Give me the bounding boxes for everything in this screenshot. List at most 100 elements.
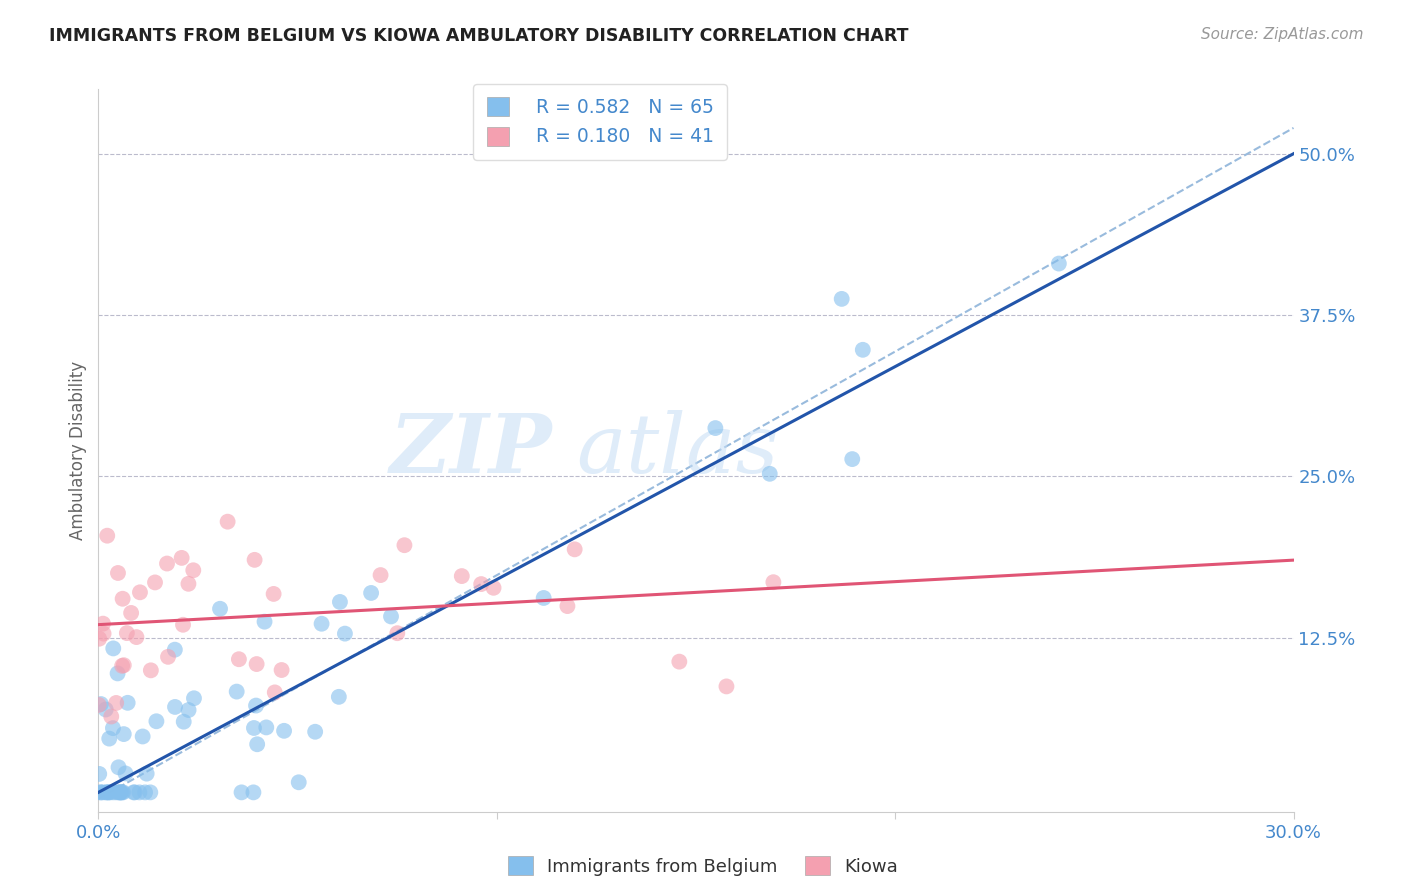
Point bbox=[125, 630, 148, 644]
Point bbox=[311, 616, 333, 631]
Text: IMMIGRANTS FROM BELGIUM VS KIOWA AMBULATORY DISABILITY CORRELATION CHART: IMMIGRANTS FROM BELGIUM VS KIOWA AMBULAT… bbox=[49, 27, 908, 45]
Point bbox=[242, 785, 264, 799]
Point bbox=[287, 775, 309, 789]
Legend:   R = 0.582   N = 65,   R = 0.180   N = 41: R = 0.582 N = 65, R = 0.180 N = 41 bbox=[474, 84, 727, 160]
Point bbox=[105, 785, 128, 799]
Point bbox=[156, 557, 179, 571]
Point bbox=[304, 724, 326, 739]
Point bbox=[217, 515, 239, 529]
Point bbox=[122, 785, 145, 799]
Point bbox=[450, 569, 472, 583]
Point bbox=[139, 663, 162, 677]
Point bbox=[90, 785, 112, 799]
Point bbox=[129, 585, 152, 599]
Point bbox=[758, 467, 780, 481]
Point bbox=[263, 685, 285, 699]
Point bbox=[254, 720, 277, 734]
Point bbox=[107, 760, 129, 774]
Point bbox=[115, 626, 138, 640]
Point bbox=[112, 658, 135, 673]
Point bbox=[245, 698, 267, 713]
Point bbox=[100, 709, 122, 723]
Point bbox=[103, 785, 125, 799]
Point bbox=[139, 785, 162, 799]
Point bbox=[101, 721, 124, 735]
Point bbox=[170, 550, 193, 565]
Point bbox=[111, 785, 134, 799]
Point bbox=[270, 663, 292, 677]
Point bbox=[110, 785, 132, 799]
Text: Source: ZipAtlas.com: Source: ZipAtlas.com bbox=[1201, 27, 1364, 42]
Point bbox=[328, 690, 350, 704]
Point bbox=[96, 785, 118, 799]
Point bbox=[177, 576, 200, 591]
Point bbox=[105, 696, 128, 710]
Point bbox=[831, 292, 853, 306]
Point bbox=[360, 586, 382, 600]
Point bbox=[852, 343, 875, 357]
Point bbox=[145, 714, 167, 729]
Text: ZIP: ZIP bbox=[389, 410, 553, 491]
Point bbox=[135, 766, 157, 780]
Point bbox=[87, 698, 110, 712]
Point bbox=[93, 626, 115, 640]
Point bbox=[111, 658, 134, 673]
Point bbox=[89, 767, 111, 781]
Point bbox=[97, 785, 120, 799]
Point bbox=[112, 785, 135, 799]
Point bbox=[181, 563, 204, 577]
Point bbox=[124, 785, 146, 799]
Point bbox=[94, 785, 117, 799]
Point bbox=[704, 421, 727, 435]
Point bbox=[143, 575, 166, 590]
Point bbox=[114, 766, 136, 780]
Point bbox=[387, 626, 409, 640]
Point bbox=[107, 566, 129, 580]
Point bbox=[94, 702, 117, 716]
Point bbox=[90, 785, 112, 799]
Point bbox=[100, 785, 122, 799]
Point bbox=[173, 714, 195, 729]
Point bbox=[108, 785, 131, 799]
Point bbox=[108, 785, 131, 799]
Point bbox=[273, 723, 295, 738]
Point bbox=[157, 649, 180, 664]
Point bbox=[1047, 256, 1070, 270]
Point bbox=[177, 703, 200, 717]
Point bbox=[243, 553, 266, 567]
Point bbox=[97, 785, 120, 799]
Point bbox=[333, 626, 356, 640]
Point bbox=[668, 655, 690, 669]
Point bbox=[98, 731, 121, 746]
Point bbox=[246, 657, 269, 671]
Point bbox=[243, 721, 266, 735]
Point bbox=[163, 642, 186, 657]
Point bbox=[183, 691, 205, 706]
Point bbox=[128, 785, 150, 799]
Point bbox=[225, 684, 247, 698]
Point bbox=[841, 452, 863, 467]
Y-axis label: Ambulatory Disability: Ambulatory Disability bbox=[69, 361, 87, 540]
Point bbox=[470, 577, 492, 591]
Point bbox=[120, 606, 142, 620]
Point bbox=[112, 727, 135, 741]
Point bbox=[131, 730, 153, 744]
Point bbox=[533, 591, 555, 605]
Point bbox=[380, 609, 402, 624]
Point bbox=[91, 785, 114, 799]
Point bbox=[90, 697, 112, 711]
Legend: Immigrants from Belgium, Kiowa: Immigrants from Belgium, Kiowa bbox=[501, 849, 905, 883]
Point bbox=[228, 652, 250, 666]
Point bbox=[329, 595, 352, 609]
Point bbox=[117, 696, 139, 710]
Point bbox=[103, 641, 125, 656]
Point bbox=[762, 575, 785, 590]
Point bbox=[482, 581, 505, 595]
Text: atlas: atlas bbox=[576, 410, 779, 491]
Point bbox=[370, 568, 392, 582]
Point bbox=[91, 616, 114, 631]
Point bbox=[134, 785, 156, 799]
Point bbox=[107, 666, 129, 681]
Point bbox=[231, 785, 253, 799]
Point bbox=[89, 632, 111, 646]
